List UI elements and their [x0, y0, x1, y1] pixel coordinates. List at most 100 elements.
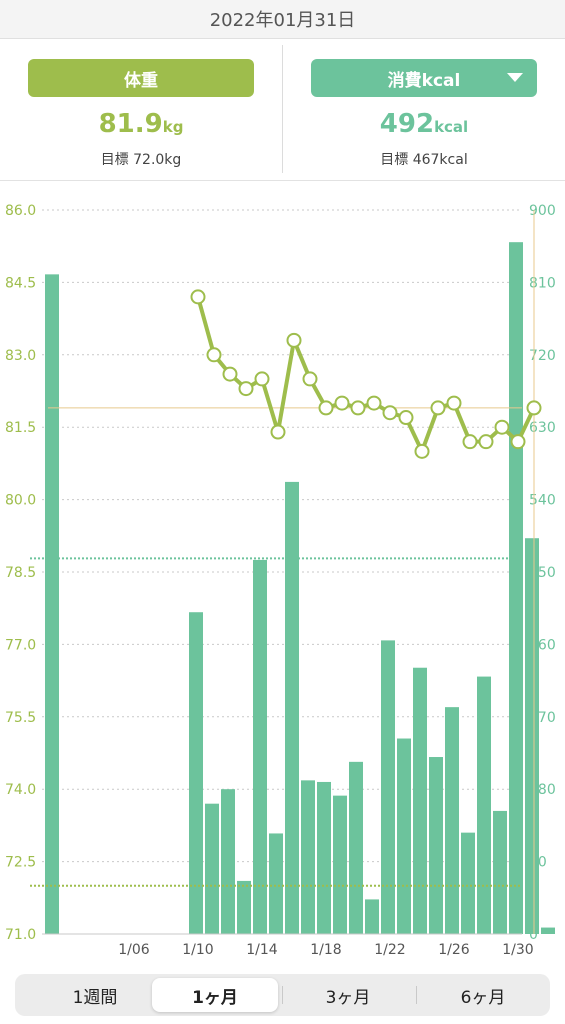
kcal-bar [205, 803, 219, 934]
x-axis-tick-label: 1/18 [310, 942, 341, 958]
kcal-bar [189, 612, 203, 934]
weight-point [254, 371, 270, 387]
period-segmented-control: 1週間 1ヶ月 3ヶ月 6ヶ月 [15, 974, 550, 1016]
left-axis-tick-label: 86.0 [5, 203, 36, 219]
kcal-metric-dropdown[interactable]: 消費kcal [311, 59, 537, 97]
right-axis-tick-label: 900 [529, 203, 556, 219]
right-axis-tick-label: 720 [529, 348, 556, 364]
kcal-bar [397, 738, 411, 934]
kcal-bar [269, 833, 283, 934]
kcal-bar [253, 559, 267, 934]
left-axis-tick-label: 78.5 [5, 565, 36, 581]
chevron-down-icon [507, 73, 523, 82]
kcal-bar [349, 761, 363, 934]
weight-metric-button[interactable]: 体重 [28, 59, 254, 97]
weight-number: 81.9 [98, 109, 163, 139]
kcal-bar [429, 757, 443, 934]
tab-divider [416, 986, 417, 1004]
date-header: 2022年01月31日 [0, 0, 565, 39]
x-axis-tick-label: 1/22 [374, 942, 405, 958]
summary-divider [282, 45, 283, 173]
x-axis-tick-label: 1/30 [502, 942, 533, 958]
weight-point [494, 419, 510, 435]
kcal-goal: 目標 467kcal [380, 152, 468, 168]
right-axis-tick-label: 810 [529, 275, 556, 291]
right-axis-tick-label: 630 [529, 420, 556, 436]
left-axis-tick-label: 75.5 [5, 710, 36, 726]
kcal-bar [541, 927, 555, 934]
x-axis-tick-label: 1/06 [118, 942, 150, 958]
x-axis-tick-label: 1/26 [438, 942, 470, 958]
kcal-bar [477, 676, 491, 934]
tab-divider [282, 986, 283, 1004]
weight-value: 81.9kg [0, 109, 282, 139]
weight-goal: 目標 72.0kg [100, 152, 182, 168]
weight-unit: kg [162, 118, 184, 136]
left-axis-tick-label: 77.0 [5, 637, 36, 653]
tab-label: 1週間 [72, 987, 118, 1008]
x-axis-tick-label: 1/10 [182, 942, 213, 958]
kcal-number: 492 [379, 109, 435, 139]
weight-point [270, 424, 286, 440]
left-axis-tick-label: 81.5 [5, 420, 36, 436]
weight-line [196, 296, 536, 454]
summary-panel: 体重 81.9kg 目標 72.0kg 消費kcal 492kcal 目標 46… [0, 39, 565, 181]
weight-summary: 体重 81.9kg 目標 72.0kg [0, 39, 282, 180]
weight-point [510, 434, 526, 450]
weight-point [526, 400, 542, 416]
kcal-bar [221, 789, 235, 934]
tab-1-month[interactable]: 1ヶ月 [152, 978, 278, 1012]
kcal-bar [413, 667, 427, 934]
kcal-bar [461, 832, 475, 934]
kcal-bar [509, 242, 523, 934]
left-axis-tick-label: 80.0 [5, 493, 36, 509]
left-axis-tick-label: 84.5 [5, 275, 36, 291]
kcal-bar [333, 795, 347, 934]
kcal-bar [381, 640, 395, 934]
weight-point [430, 400, 446, 416]
weight-metric-label: 体重 [124, 70, 158, 91]
weight-point [478, 434, 494, 450]
left-axis-tick-label: 74.0 [5, 782, 36, 798]
tab-label: 6ヶ月 [460, 987, 506, 1008]
kcal-bar [237, 880, 251, 934]
tab-label: 1ヶ月 [192, 987, 238, 1008]
x-axis-tick-label: 1/14 [246, 942, 278, 958]
left-axis-tick-label: 72.5 [5, 855, 36, 871]
weight-kcal-chart[interactable]: 71.0072.59074.018075.527077.036078.54508… [0, 181, 565, 971]
kcal-metric-label: 消費kcal [387, 70, 461, 91]
weight-point [398, 410, 414, 426]
weight-point [350, 400, 366, 416]
tab-6-months[interactable]: 6ヶ月 [420, 978, 546, 1012]
kcal-bar [365, 899, 379, 934]
right-axis-tick-label: 0 [529, 927, 538, 943]
weight-point [334, 395, 350, 411]
weight-point [446, 395, 462, 411]
weight-point [222, 366, 238, 382]
weight-point [286, 332, 302, 348]
weight-point [382, 405, 398, 421]
weight-point [302, 371, 318, 387]
kcal-bar [493, 810, 507, 934]
tab-label: 3ヶ月 [325, 987, 371, 1008]
weight-point [190, 289, 206, 305]
weight-point [206, 347, 222, 363]
tab-1-week[interactable]: 1週間 [32, 978, 158, 1012]
kcal-bar [317, 781, 331, 934]
date-label: 2022年01月31日 [209, 10, 356, 31]
kcal-bar [285, 481, 299, 934]
kcal-unit: kcal [434, 118, 469, 136]
right-axis-tick-label: 540 [529, 493, 556, 509]
weight-point [366, 395, 382, 411]
left-axis-tick-label: 71.0 [5, 927, 36, 943]
kcal-summary: 消費kcal 492kcal 目標 467kcal [283, 39, 565, 180]
tab-3-months[interactable]: 3ヶ月 [285, 978, 411, 1012]
weight-point [238, 381, 254, 397]
left-axis-tick-label: 83.0 [5, 348, 36, 364]
weight-point [414, 443, 430, 459]
kcal-bar [301, 780, 315, 934]
weight-point [318, 400, 334, 416]
kcal-value: 492kcal [283, 109, 565, 139]
weight-point [462, 434, 478, 450]
kcal-bar [45, 274, 59, 934]
